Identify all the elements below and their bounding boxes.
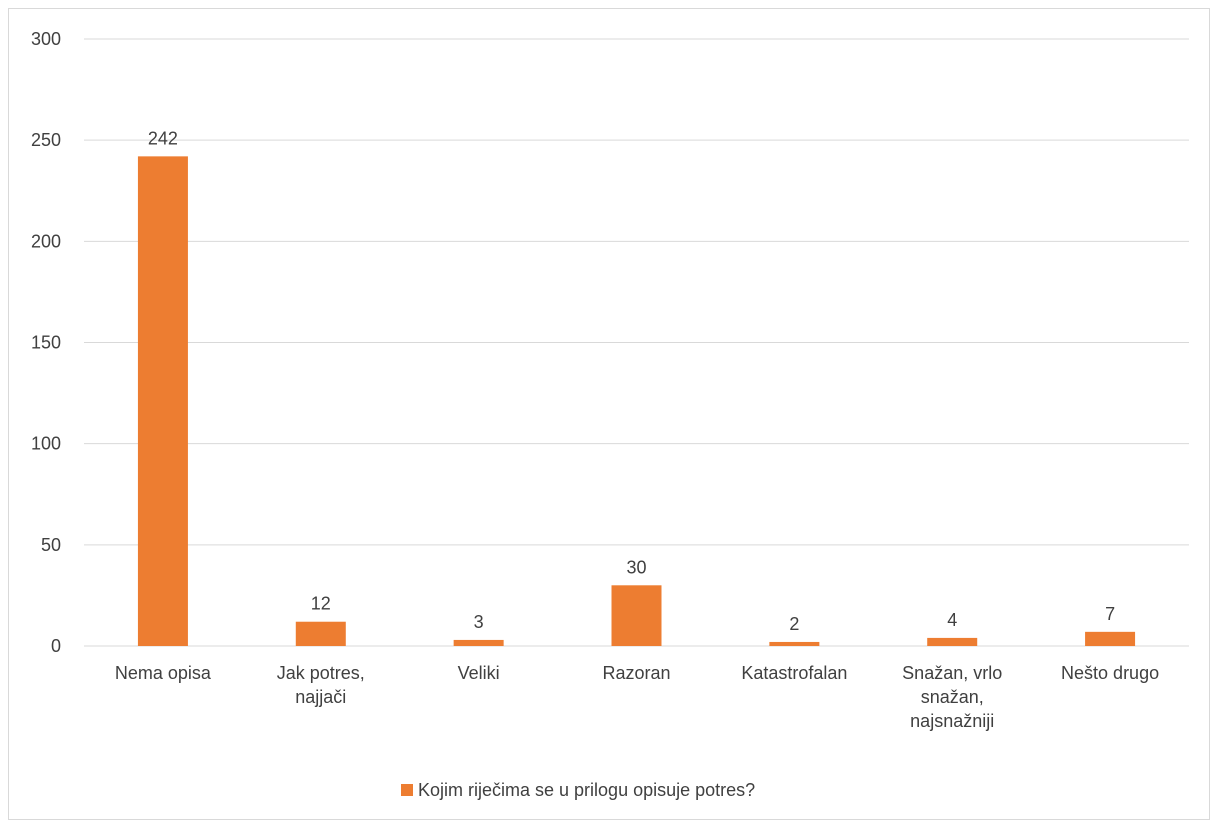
legend: Kojim riječima se u prilogu opisuje potr…	[401, 780, 755, 800]
x-tick-label: Veliki	[458, 663, 500, 683]
x-tick-label: Snažan, vrlo snažan, najsnažniji	[902, 663, 1002, 731]
data-label: 3	[474, 612, 484, 632]
y-tick-label: 100	[31, 434, 61, 454]
x-tick-label: Jak potres, najjači	[277, 663, 365, 707]
y-tick-label: 0	[51, 636, 61, 656]
y-tick-label: 250	[31, 130, 61, 150]
bar	[137, 156, 188, 646]
data-label: 4	[947, 610, 957, 630]
bar	[769, 641, 820, 646]
y-tick-label: 50	[41, 535, 61, 555]
data-label: 7	[1105, 604, 1115, 624]
bar	[927, 637, 978, 646]
data-label: 12	[311, 594, 331, 614]
y-tick-label: 200	[31, 231, 61, 251]
data-labels: 242 12 3 30 2 4 7	[148, 128, 1115, 634]
chart-frame: 0 50 100 150 200 250 300 242 12 3 30 2 4 7 Nema opis…	[8, 8, 1210, 820]
y-axis-tick-labels: 0 50 100 150 200 250 300	[31, 29, 61, 656]
y-tick-label: 150	[31, 333, 61, 353]
x-tick-label: Razoran	[602, 663, 670, 683]
data-label: 30	[626, 557, 646, 577]
bar-chart: 0 50 100 150 200 250 300 242 12 3 30 2 4 7 Nema opis…	[31, 29, 1189, 800]
data-label: 2	[789, 614, 799, 634]
legend-label: Kojim riječima se u prilogu opisuje potr…	[418, 780, 755, 800]
y-tick-label: 300	[31, 29, 61, 49]
gridlines	[84, 38, 1189, 647]
x-axis-tick-labels: Nema opisa Jak potres, najjači Veliki Razora…	[115, 663, 1159, 731]
bar	[611, 585, 662, 646]
x-tick-label: Nešto drugo	[1061, 663, 1159, 683]
bar	[1085, 631, 1136, 646]
x-tick-label: Katastrofalan	[741, 663, 847, 683]
legend-swatch	[401, 784, 413, 796]
bars	[137, 156, 1136, 646]
data-label: 242	[148, 128, 178, 148]
bar	[295, 621, 346, 646]
bar	[453, 639, 504, 646]
x-tick-label: Nema opisa	[115, 663, 212, 683]
